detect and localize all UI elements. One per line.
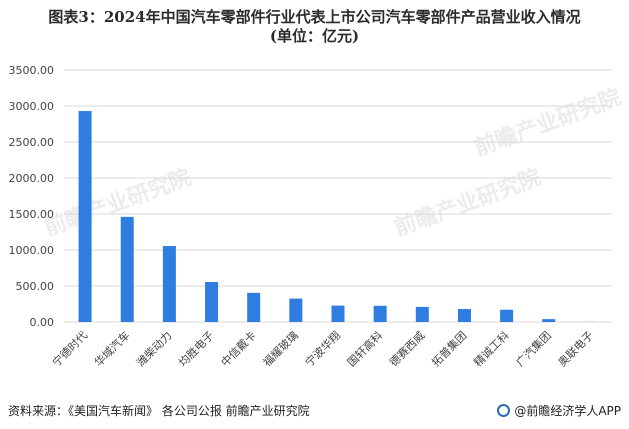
- bar: [457, 309, 471, 322]
- bar: [542, 319, 556, 322]
- x-tick-label: 华域汽车: [91, 328, 132, 369]
- x-tick-label: 拓普集团: [429, 328, 470, 369]
- y-tick-label: 500.00: [16, 280, 55, 293]
- chart-title-line1: 图表3：2024年中国汽车零部件行业代表上市公司汽车零部件产品营业收入情况: [48, 8, 581, 26]
- x-tick-label: 奥联电子: [555, 328, 596, 369]
- brand-logo-icon: [497, 404, 511, 417]
- bar: [120, 216, 134, 322]
- y-tick-label: 3500.00: [9, 64, 55, 77]
- x-tick-label: 潍柴动力: [133, 328, 174, 369]
- bar: [247, 292, 261, 322]
- chart-title: 图表3：2024年中国汽车零部件行业代表上市公司汽车零部件产品营业收入情况 (单…: [0, 8, 629, 46]
- chart-title-line2: (单位：亿元): [269, 27, 360, 45]
- x-tick-label: 宁德时代: [49, 328, 90, 369]
- bar: [415, 306, 429, 322]
- x-tick-label: 广汽集团: [513, 328, 554, 369]
- x-tick-label: 精诚工科: [471, 328, 512, 369]
- y-tick-label: 2000.00: [9, 172, 55, 185]
- x-tick-label: 福耀玻璃: [260, 328, 301, 369]
- y-tick-label: 3000.00: [9, 100, 55, 113]
- x-tick-label: 国轩高科: [344, 328, 385, 369]
- bar: [373, 305, 387, 322]
- bar: [500, 309, 514, 322]
- bar: [78, 111, 92, 322]
- x-tick-label: 德赛西威: [386, 328, 427, 369]
- brand-text: @前瞻经济学人APP: [514, 404, 621, 418]
- x-tick-label: 中信戴卡: [218, 328, 259, 369]
- bar: [289, 298, 303, 322]
- source-note: 资料来源：《美国汽车新闻》 各公司公报 前瞻产业研究院: [8, 404, 310, 418]
- brand-credit: @前瞻经济学人APP: [497, 402, 621, 419]
- bar: [205, 282, 219, 322]
- x-tick-label: 宁波华翔: [302, 328, 343, 369]
- y-tick-label: 1000.00: [9, 244, 55, 257]
- y-tick-label: 0.00: [30, 316, 55, 329]
- y-tick-label: 2500.00: [9, 136, 55, 149]
- bar: [162, 246, 176, 322]
- y-tick-label: 1500.00: [9, 208, 55, 221]
- bar: [331, 305, 345, 322]
- x-tick-label: 均胜电子: [176, 328, 217, 369]
